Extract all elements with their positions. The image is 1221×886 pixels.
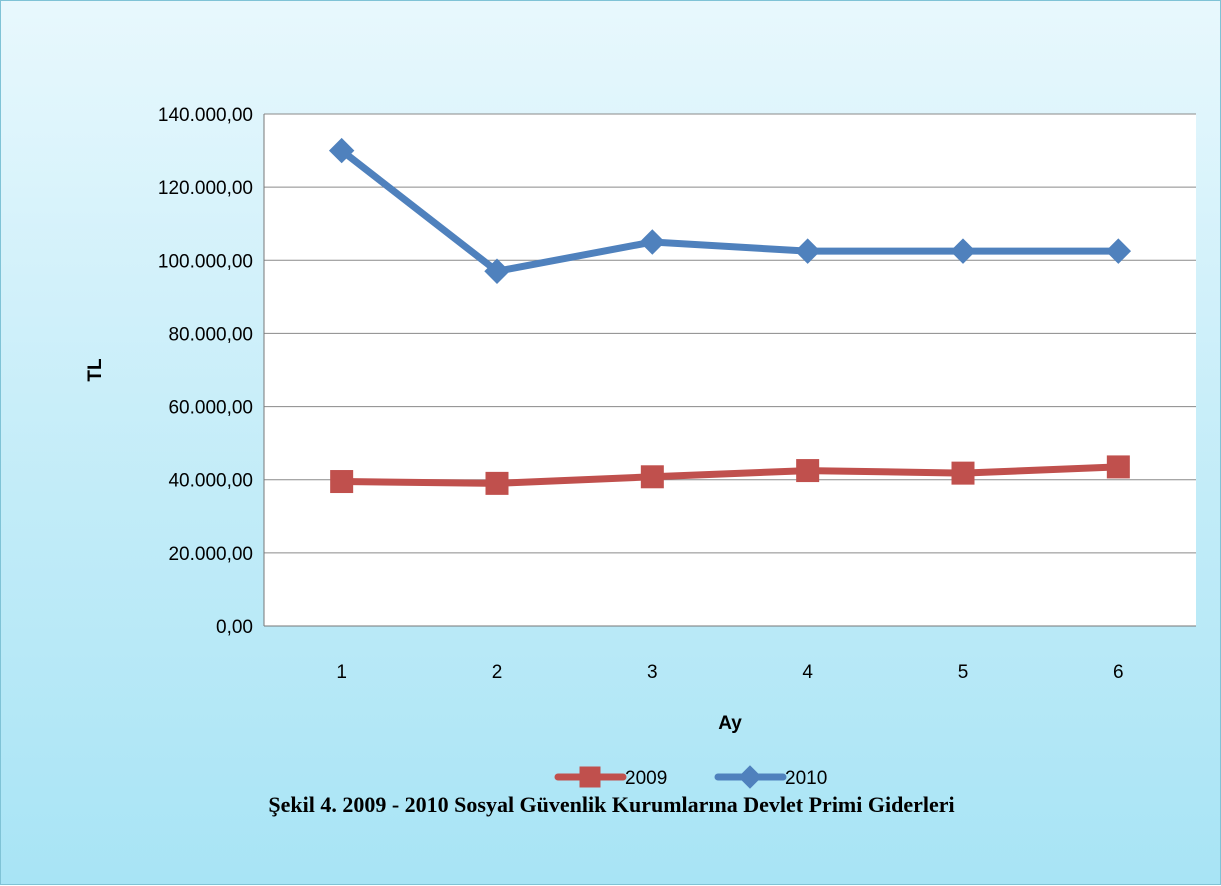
legend-label: 2010 — [785, 768, 827, 789]
legend-item-2010: 2010 — [714, 765, 827, 789]
x-tick-label: 2 — [492, 662, 503, 683]
data-point — [796, 459, 820, 483]
y-axis-ticks: 0,00 20.000,00 40.000,00 60.000,00 80.000,00… — [158, 105, 253, 638]
data-point — [1106, 455, 1130, 479]
y-tick-label: 60.000,00 — [168, 398, 253, 419]
series-2009 — [330, 455, 1130, 495]
plot-area — [264, 114, 1196, 626]
x-tick-label: 1 — [336, 662, 347, 683]
series-2010 — [328, 137, 1132, 284]
series-line — [338, 463, 1122, 487]
y-tick-label: 80.000,00 — [168, 324, 253, 345]
data-point — [1105, 238, 1132, 264]
x-tick-label: 5 — [958, 662, 969, 683]
data-point — [485, 471, 509, 495]
series-line — [338, 147, 1122, 275]
data-point — [330, 470, 354, 494]
x-tick-label: 3 — [647, 662, 658, 683]
y-tick-label: 40.000,00 — [168, 471, 253, 492]
data-point — [794, 238, 821, 264]
x-tick-label: 6 — [1113, 662, 1124, 683]
y-tick-label: 20.000,00 — [168, 544, 253, 565]
y-tick-label: 120.000,00 — [158, 178, 253, 199]
x-axis-ticks: 1 2 3 4 5 6 — [336, 662, 1123, 683]
data-point — [328, 137, 355, 164]
series-layer — [328, 137, 1132, 495]
legend-item-2009: 2009 — [554, 766, 667, 789]
data-point — [951, 461, 975, 485]
y-tick-label: 0,00 — [216, 617, 253, 638]
x-axis-title: Ay — [718, 713, 742, 734]
x-tick-label: 4 — [802, 662, 813, 683]
figure-caption: Şekil 4. 2009 - 2010 Sosyal Güvenlik Kur… — [268, 792, 955, 817]
y-tick-label: 100.000,00 — [158, 251, 253, 272]
legend: 2009 2010 — [554, 765, 827, 789]
data-point — [639, 229, 666, 255]
data-point — [950, 238, 976, 264]
y-axis-title: TL — [85, 358, 106, 382]
data-point — [484, 258, 510, 284]
data-point — [738, 765, 762, 789]
legend-label: 2009 — [625, 768, 667, 789]
data-point — [640, 465, 664, 489]
y-tick-label: 140.000,00 — [158, 105, 253, 126]
data-point — [579, 766, 601, 788]
